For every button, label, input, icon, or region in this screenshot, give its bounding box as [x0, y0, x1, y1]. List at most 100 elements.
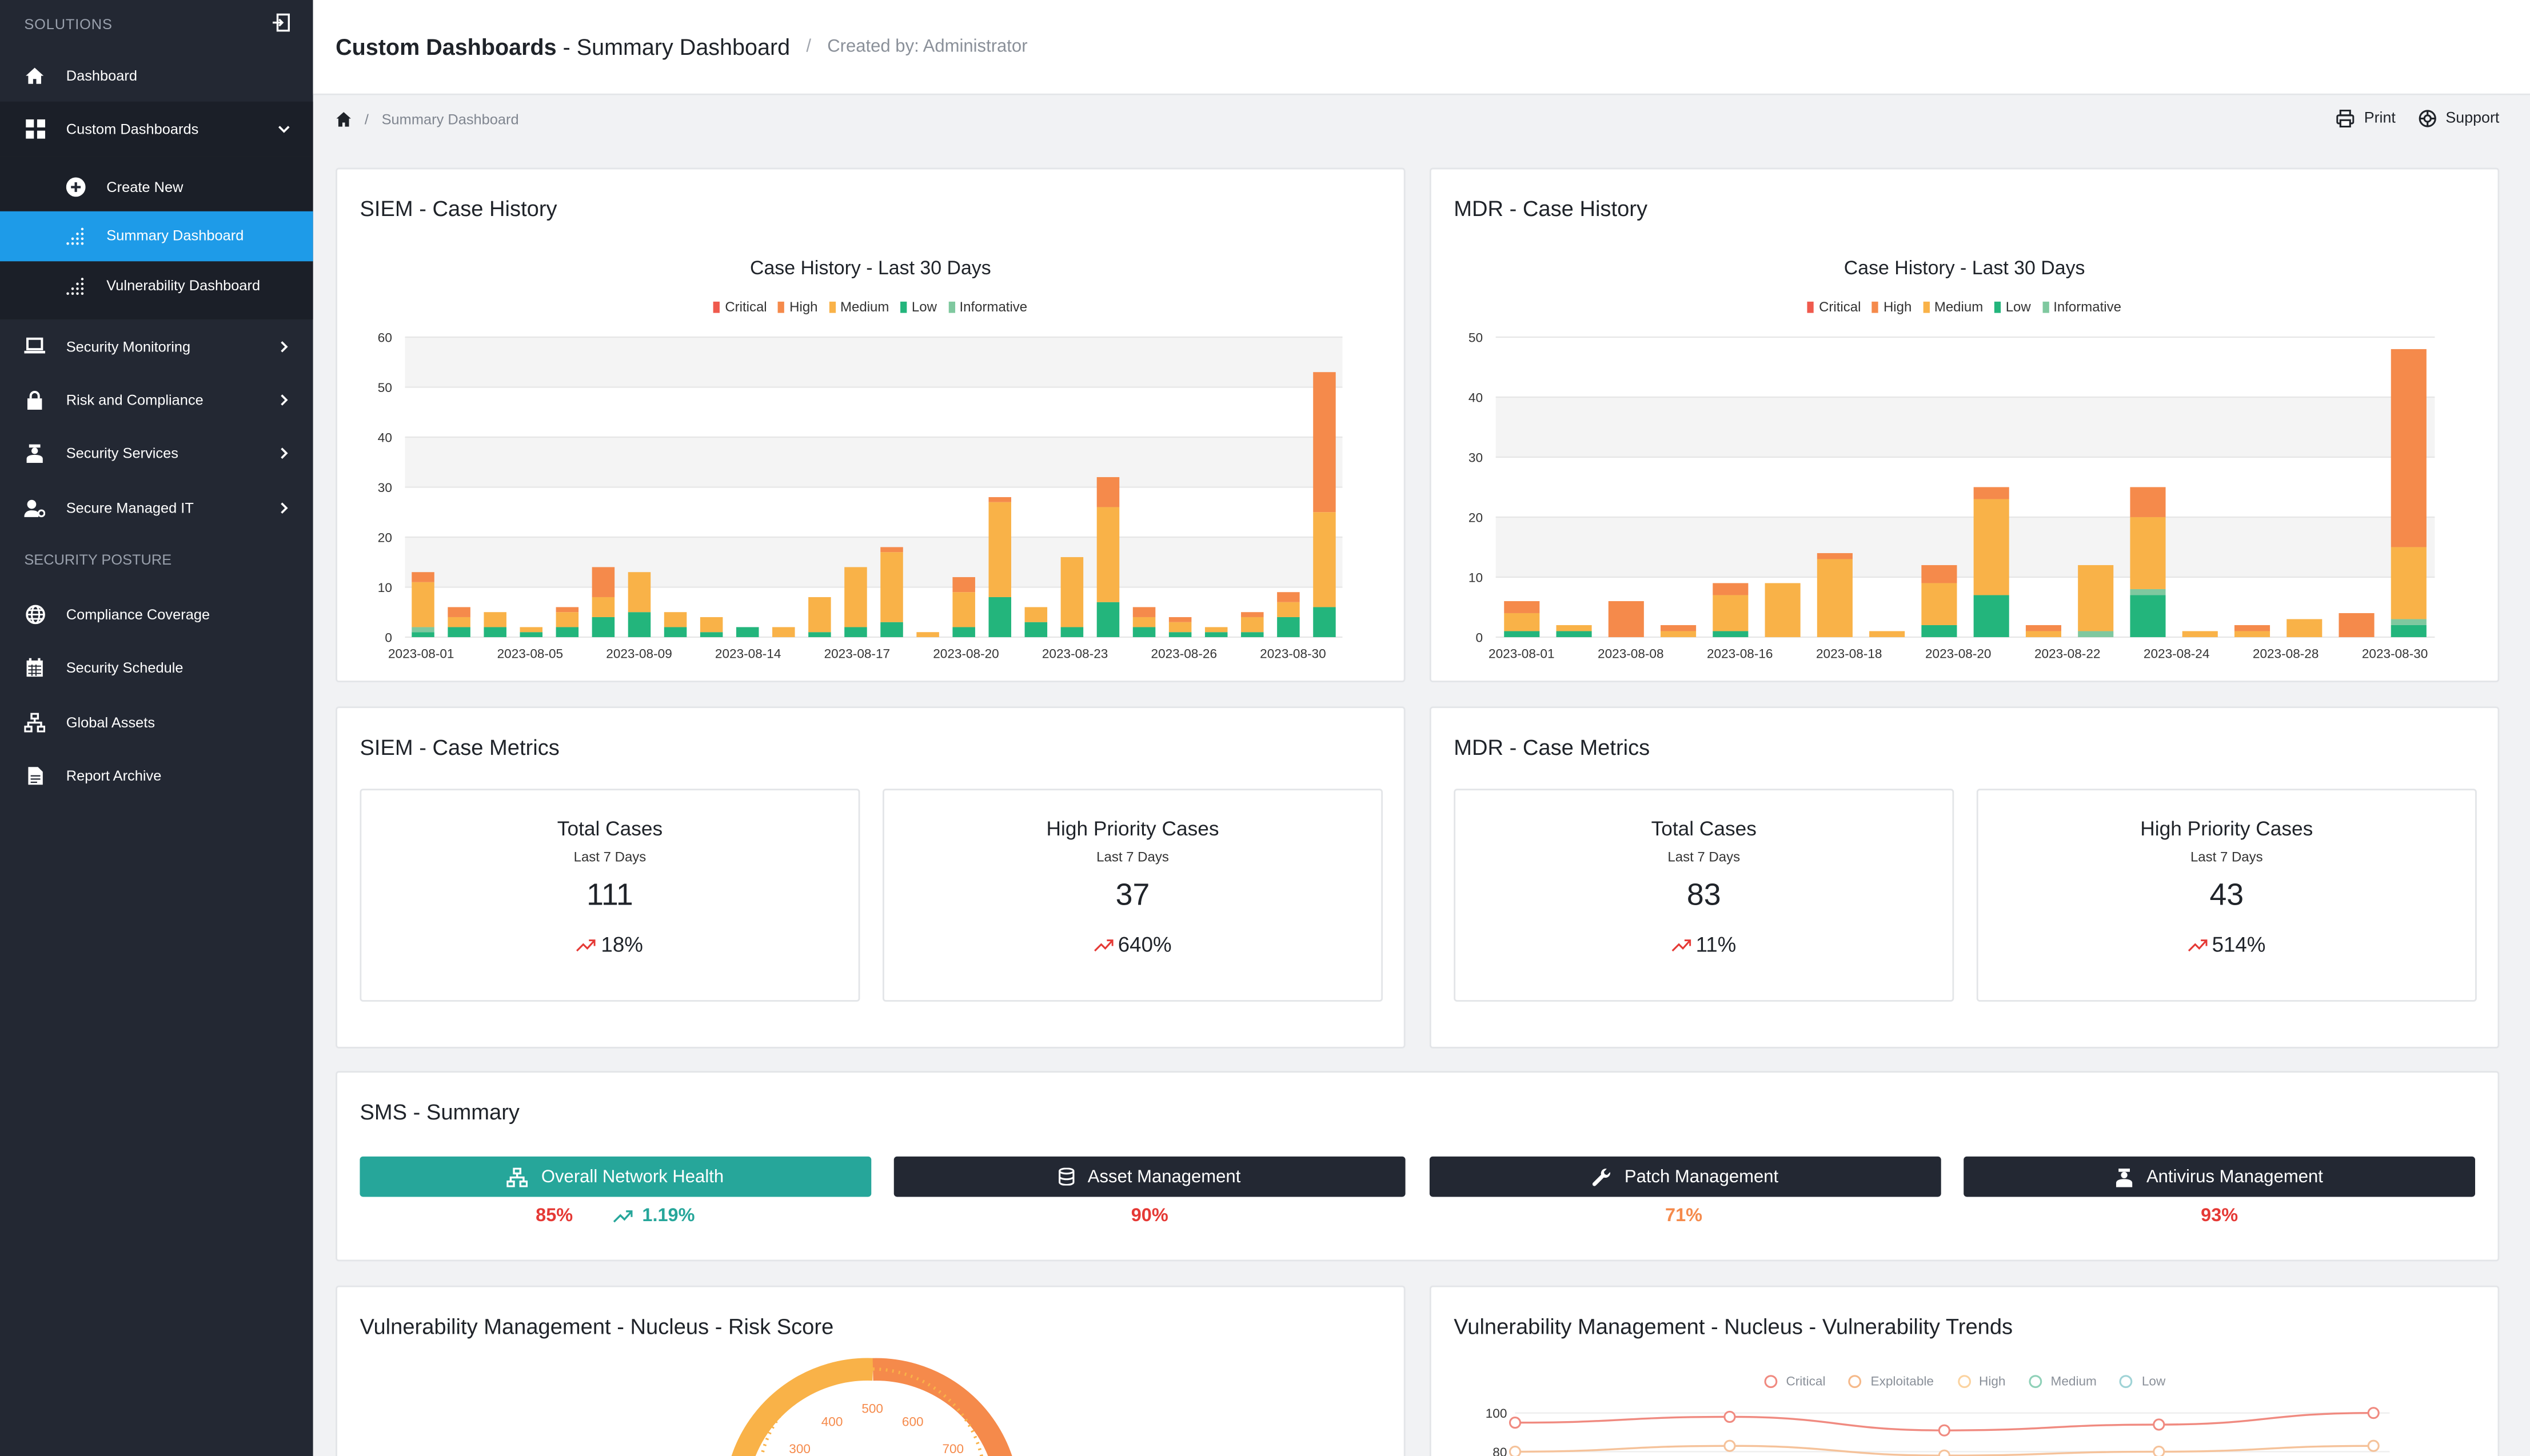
siem-chart-legend[interactable]: Critical High Medium Low Informative [337, 298, 1404, 314]
gauge-tick-300: 300 [789, 1442, 811, 1456]
overall-network-health-button[interactable]: Overall Network Health [360, 1156, 872, 1197]
legend-critical[interactable]: Critical [1763, 1374, 1825, 1389]
legend-high[interactable]: High [1957, 1374, 2005, 1389]
sidebar-item-security-schedule[interactable]: Security Schedule [0, 641, 313, 695]
bar-segment-high [2025, 625, 2061, 631]
home-icon[interactable] [336, 111, 352, 127]
support-button[interactable]: Support [2418, 110, 2499, 127]
bar-segment-low [1556, 631, 1592, 637]
sidebar-subitem-create-new[interactable]: Create New [0, 162, 313, 211]
bar-segment-medium [1869, 631, 1905, 637]
x-tick-label: 2023-08-09 [606, 647, 672, 661]
bar-segment-low [2130, 595, 2166, 637]
bar-segment-high [952, 577, 975, 593]
asset-management-button[interactable]: Asset Management [893, 1156, 1406, 1197]
sidebar-item-report-archive[interactable]: Report Archive [0, 749, 313, 802]
document-icon [24, 765, 45, 786]
metric-delta: 18% [361, 933, 858, 957]
bar-segment-medium [1973, 499, 2009, 595]
legend-informative[interactable]: Informative [948, 298, 1027, 314]
metric-value: 83 [1686, 879, 1721, 913]
bar-segment-high [1817, 553, 1853, 559]
bar-segment-low [1024, 622, 1048, 637]
x-tick-label: 2023-08-22 [2034, 647, 2101, 661]
legend-low[interactable]: Low [900, 298, 937, 314]
bar-segment-medium [2234, 631, 2270, 637]
bar-segment-medium [592, 597, 615, 617]
legend-medium[interactable]: Medium [2028, 1374, 2097, 1389]
grid-band [1495, 577, 2435, 637]
antivirus-management-button[interactable]: Antivirus Management [1964, 1156, 2476, 1197]
sidebar-item-compliance-coverage[interactable]: Compliance Coverage [0, 587, 313, 641]
vuln-risk-score-card: Vulnerability Management - Nucleus - Ris… [336, 1285, 1406, 1456]
y-tick-label: 20 [378, 530, 392, 545]
bar-segment-low [700, 632, 723, 637]
gauge-tick-500: 500 [861, 1402, 883, 1416]
series-point-critical [1723, 1410, 1736, 1423]
sidebar-item-label: Secure Managed IT [66, 499, 194, 516]
grid-band [1495, 337, 2435, 397]
mdr-case-history-chart[interactable]: 0 10 20 30 40 50 2023-08-01 2023-08-08 2023-08-1… [1431, 169, 2501, 683]
sidebar: SOLUTIONS Dashboard Custom Dashboards Cr… [0, 0, 313, 1456]
sidebar-item-secure-managed-it[interactable]: Secure Managed IT [0, 481, 313, 534]
bar-segment-high [448, 607, 470, 617]
patch-management-value: 71% [1665, 1206, 1703, 1226]
legend-low[interactable]: Low [1994, 298, 2031, 314]
dotted-chart-icon [65, 226, 86, 247]
legend-critical[interactable]: Critical [713, 298, 767, 314]
bar-segment-high [1921, 565, 1957, 583]
grid-band [1495, 517, 2435, 577]
legend-medium[interactable]: Medium [1923, 298, 1983, 314]
legend-medium[interactable]: Medium [829, 298, 889, 314]
sidebar-item-risk-compliance[interactable]: Risk and Compliance [0, 373, 313, 427]
collapse-sidebar-icon[interactable] [271, 13, 290, 33]
bar-segment-high [1241, 612, 1264, 617]
mdr-chart-legend[interactable]: Critical High Medium Low Informative [1431, 298, 2498, 314]
grid-band [405, 337, 1343, 387]
bar-segment-medium [448, 617, 470, 627]
page-title: Custom Dashboards - Summary Dashboard [336, 34, 790, 59]
sidebar-item-label: Custom Dashboards [66, 121, 199, 137]
bar-segment-medium [916, 632, 939, 637]
sidebar-item-security-services[interactable]: Security Services [0, 427, 313, 481]
series-point-critical [1509, 1417, 1522, 1429]
legend-exploitable[interactable]: Exploitable [1848, 1374, 1934, 1389]
legend-high[interactable]: High [778, 298, 818, 314]
bar-segment-low [952, 627, 975, 637]
sidebar-item-global-assets[interactable]: Global Assets [0, 695, 313, 749]
globe-icon [24, 604, 45, 625]
sms-button-label: Overall Network Health [541, 1167, 724, 1187]
bar-segment-medium [1713, 595, 1749, 631]
metric-value: 111 [586, 879, 633, 913]
breadcrumb-actions: Print Support [2336, 109, 2499, 127]
bar-segment-low [1132, 627, 1156, 637]
patch-management-button[interactable]: Patch Management [1429, 1156, 1941, 1197]
series-point-exploitable [2367, 1439, 2380, 1452]
sidebar-item-dashboard[interactable]: Dashboard [0, 49, 313, 102]
print-button[interactable]: Print [2336, 109, 2396, 127]
bar-segment-high [1277, 592, 1300, 602]
sms-button-label: Asset Management [1087, 1167, 1241, 1187]
legend-informative[interactable]: Informative [2042, 298, 2121, 314]
grid-band [405, 537, 1343, 587]
sidebar-subitem-summary-dashboard[interactable]: Summary Dashboard [0, 211, 313, 261]
bar-segment-medium [2078, 565, 2114, 631]
sidebar-item-custom-dashboards[interactable]: Custom Dashboards [0, 102, 313, 156]
siem-total-cases-metric: Total Cases Last 7 Days 111 18% [360, 789, 860, 1002]
sidebar-item-security-monitoring[interactable]: Security Monitoring [0, 319, 313, 373]
y-tick-label: 0 [385, 630, 392, 645]
breadcrumb-separator: / [364, 111, 369, 127]
siem-case-history-chart[interactable]: 0 10 20 30 40 50 60 2023-08-01 2023-08-05 2023-08… [337, 169, 1407, 683]
gauge-tick-700: 700 [942, 1442, 964, 1456]
legend-low[interactable]: Low [2119, 1374, 2165, 1389]
created-by-label: Created by: Administrator [827, 37, 1028, 57]
sidebar-subitem-vulnerability-dashboard[interactable]: Vulnerability Dashboard [0, 261, 313, 310]
legend-high[interactable]: High [1872, 298, 1912, 314]
legend-critical[interactable]: Critical [1807, 298, 1861, 314]
vuln-trends-legend[interactable]: Critical Exploitable High Medium Low [1431, 1374, 2498, 1389]
vuln-trends-chart[interactable]: 100 80 [1431, 1287, 2501, 1456]
metric-delta: 11% [1455, 933, 1952, 957]
grid-band [1495, 457, 2435, 517]
siem-case-history-card: SIEM - Case History Case History - Last … [336, 167, 1407, 683]
bar-segment-medium [2025, 631, 2061, 637]
